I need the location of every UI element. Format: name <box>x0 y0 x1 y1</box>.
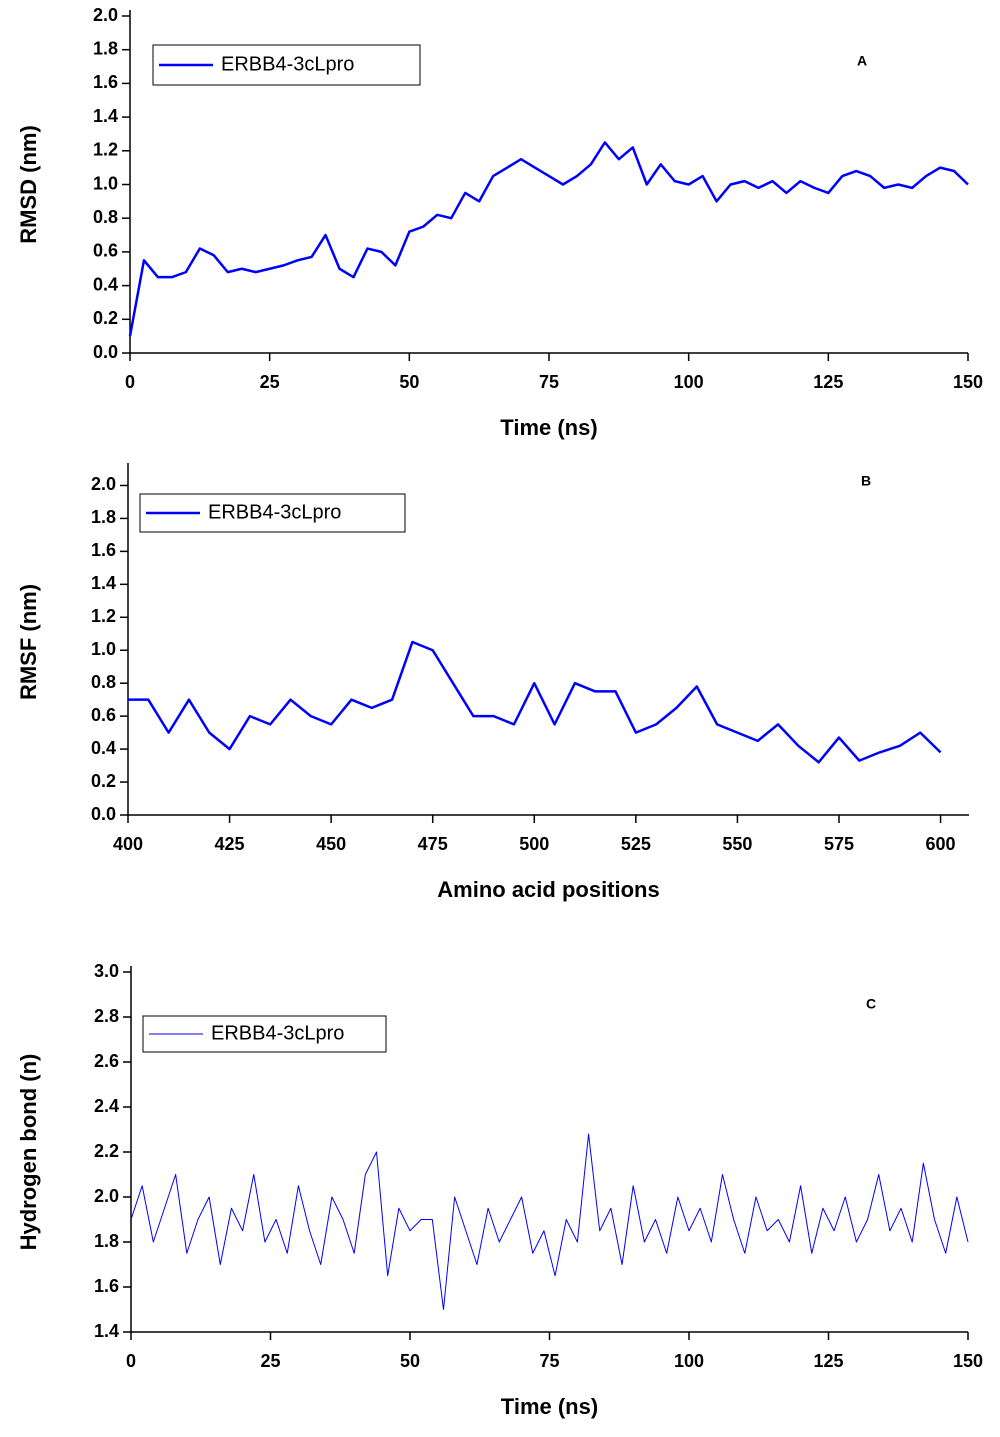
x-tick-label: 150 <box>953 372 983 392</box>
y-tick-label: 0.2 <box>93 308 118 328</box>
y-tick-label: 1.8 <box>94 1231 119 1251</box>
y-axis-label: Hydrogen bond (n) <box>16 1054 41 1251</box>
data-line <box>130 1133 969 1310</box>
y-tick-label: 1.4 <box>94 1321 119 1341</box>
x-tick-label: 25 <box>260 1351 280 1371</box>
data-line <box>128 141 969 337</box>
legend-label: ERBB4-3cLpro <box>211 1022 344 1044</box>
y-tick-label: 1.2 <box>91 606 116 626</box>
y-tick-label: 2.0 <box>93 5 118 25</box>
x-tick-label: 400 <box>113 834 143 854</box>
data-line <box>128 640 942 764</box>
y-tick-label: 0.8 <box>91 672 116 692</box>
y-tick-label: 0.0 <box>91 804 116 824</box>
x-tick-label: 125 <box>813 1351 843 1371</box>
y-tick-label: 2.6 <box>94 1051 119 1071</box>
y-tick-label: 1.0 <box>91 639 116 659</box>
y-tick-label: 1.6 <box>93 72 118 92</box>
y-tick-label: 3.0 <box>94 961 119 981</box>
panel-label: B <box>861 473 871 489</box>
panel-label: C <box>866 996 876 1012</box>
y-tick-label: 2.0 <box>94 1186 119 1206</box>
y-tick-label: 0.6 <box>91 705 116 725</box>
y-tick-label: 0.4 <box>93 274 118 294</box>
x-tick-label: 0 <box>125 372 135 392</box>
x-tick-label: 0 <box>126 1351 136 1371</box>
y-tick-label: 2.4 <box>94 1096 119 1116</box>
y-tick-label: 2.0 <box>91 474 116 494</box>
y-tick-label: 0.8 <box>93 207 118 227</box>
x-tick-label: 50 <box>400 1351 420 1371</box>
y-tick-label: 0.4 <box>91 738 116 758</box>
y-tick-label: 1.6 <box>94 1276 119 1296</box>
y-tick-label: 1.0 <box>93 173 118 193</box>
x-tick-label: 100 <box>674 1351 704 1371</box>
x-tick-label: 500 <box>519 834 549 854</box>
x-axis-label: Time (ns) <box>500 415 597 440</box>
y-axis-label: RMSF (nm) <box>16 584 41 700</box>
y-tick-label: 2.8 <box>94 1006 119 1026</box>
y-tick-label: 2.2 <box>94 1141 119 1161</box>
y-tick-label: 0.6 <box>93 241 118 261</box>
x-axis-label: Time (ns) <box>501 1394 598 1419</box>
legend-label: ERBB4-3cLpro <box>208 501 341 523</box>
y-tick-label: 0.0 <box>93 342 118 362</box>
panel-label: A <box>857 53 867 69</box>
y-tick-label: 1.2 <box>93 140 118 160</box>
x-tick-label: 600 <box>926 834 956 854</box>
y-tick-label: 0.2 <box>91 771 116 791</box>
y-tick-label: 1.4 <box>93 106 118 126</box>
x-tick-label: 125 <box>813 372 843 392</box>
x-tick-label: 425 <box>215 834 245 854</box>
x-tick-label: 575 <box>824 834 854 854</box>
x-tick-label: 525 <box>621 834 651 854</box>
y-tick-label: 1.8 <box>91 507 116 527</box>
x-tick-label: 475 <box>418 834 448 854</box>
y-axis-label: RMSD (nm) <box>16 125 41 244</box>
y-tick-label: 1.8 <box>93 38 118 58</box>
x-tick-label: 50 <box>399 372 419 392</box>
x-tick-label: 75 <box>539 1351 559 1371</box>
x-axis-label: Amino acid positions <box>437 877 659 902</box>
x-tick-label: 150 <box>953 1351 983 1371</box>
x-tick-label: 450 <box>316 834 346 854</box>
x-tick-label: 100 <box>674 372 704 392</box>
x-tick-label: 75 <box>539 372 559 392</box>
x-tick-label: 25 <box>260 372 280 392</box>
x-tick-label: 550 <box>722 834 752 854</box>
y-tick-label: 1.6 <box>91 540 116 560</box>
y-tick-label: 1.4 <box>91 573 116 593</box>
legend-label: ERBB4-3cLpro <box>221 53 354 75</box>
